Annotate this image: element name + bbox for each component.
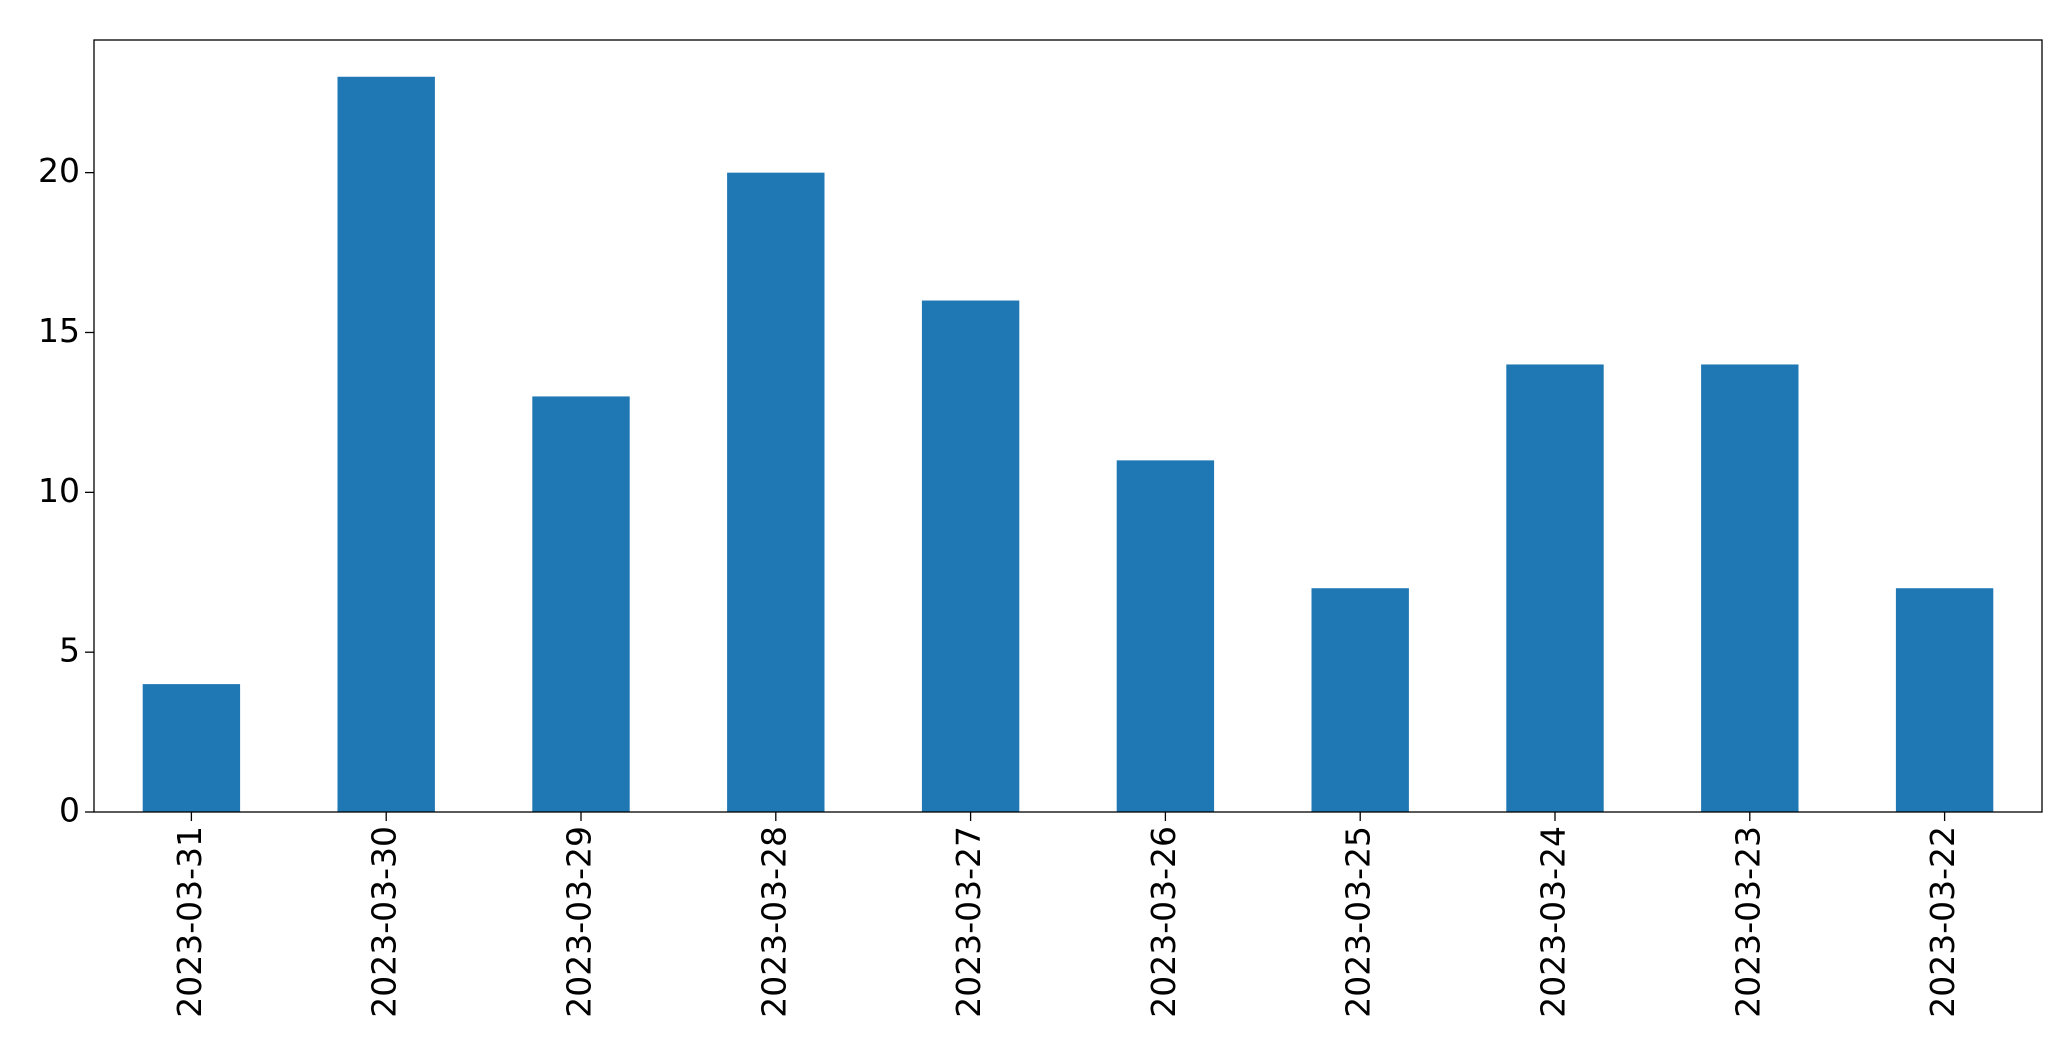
x-tick-label: 2023-03-26: [1144, 826, 1183, 1018]
bar: [1701, 364, 1799, 812]
y-tick-label: 20: [38, 151, 80, 190]
axes-frame: [93, 39, 2043, 813]
bar: [142, 684, 241, 812]
x-tick-label: 2023-03-25: [1339, 826, 1378, 1018]
x-tick-label: 2023-03-29: [560, 826, 599, 1018]
x-tick-label: 2023-03-22: [1923, 826, 1962, 1018]
bar: [1506, 364, 1604, 812]
plot-area: 0 5 10 15 20 2023-03-31 2023-03-30 2023-03-29 20…: [38, 76, 1994, 1018]
x-tick-label: 2023-03-28: [754, 826, 793, 1018]
bar: [1116, 460, 1215, 812]
x-tick-label: 2023-03-27: [949, 826, 988, 1018]
y-tick-label: 0: [59, 791, 80, 830]
bar: [921, 300, 1020, 812]
bar: [532, 396, 630, 812]
bar: [727, 172, 825, 812]
x-tick-label: 2023-03-24: [1534, 826, 1573, 1018]
y-tick-label: 10: [38, 471, 80, 510]
bar: [337, 76, 435, 812]
y-tick-label: 5: [59, 631, 80, 670]
y-tick-label: 15: [38, 311, 80, 350]
x-tick-label: 2023-03-31: [170, 826, 209, 1018]
x-tick-label: 2023-03-30: [365, 826, 404, 1018]
bar: [1311, 588, 1409, 812]
x-tick-label: 2023-03-23: [1728, 826, 1767, 1018]
bar: [1895, 588, 1994, 812]
